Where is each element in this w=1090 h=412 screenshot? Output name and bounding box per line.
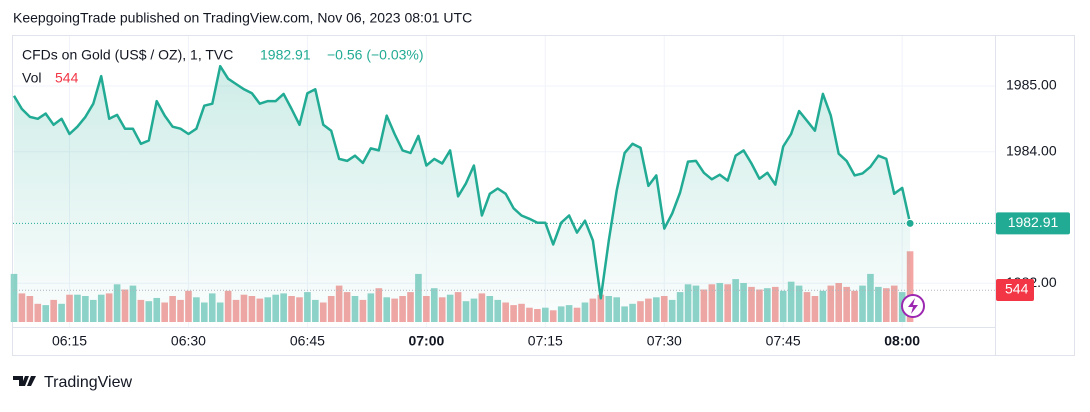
symbol-title: CFDs on Gold (US$ / OZ), 1, TVC <box>22 47 233 63</box>
volume-label: 544 <box>1005 281 1029 297</box>
last-price-box <box>996 212 1070 235</box>
plot <box>12 64 995 322</box>
x-tick-label: 06:30 <box>171 333 206 349</box>
x-tick-label: 08:00 <box>884 333 920 349</box>
axes: 1982.001984.001985.0006:1506:3006:4507:0… <box>52 77 1070 349</box>
price-change: −0.56 (−0.03%) <box>327 47 424 63</box>
legend: CFDs on Gold (US$ / OZ), 1, TVC 1982.91 … <box>22 47 424 86</box>
x-tick-label: 06:15 <box>52 333 87 349</box>
x-tick-label: 07:30 <box>647 333 682 349</box>
tradingview-logo[interactable]: TradingView <box>13 374 132 391</box>
volume-title: Vol <box>22 70 41 86</box>
price-area <box>14 66 911 322</box>
volume-value: 544 <box>55 70 79 86</box>
volume-box <box>996 279 1034 301</box>
x-tick-label: 06:45 <box>290 333 325 349</box>
last-point <box>905 218 915 228</box>
price-line <box>12 64 912 300</box>
x-tick-label: 07:15 <box>528 333 563 349</box>
chart-frame <box>12 35 1075 356</box>
header: KeepgoingTrade published on TradingView.… <box>13 10 472 26</box>
brand[interactable]: TradingView <box>44 374 132 391</box>
y-tick-label: 1985.00 <box>1006 77 1057 93</box>
x-tick-label: 07:45 <box>766 333 801 349</box>
last-price: 1982.91 <box>260 47 311 63</box>
last-price-label: 1982.91 <box>1008 214 1059 230</box>
lightning-icon[interactable] <box>901 294 925 318</box>
y-tick-label: 1984.00 <box>1006 142 1057 158</box>
x-tick-label: 07:00 <box>408 333 444 349</box>
